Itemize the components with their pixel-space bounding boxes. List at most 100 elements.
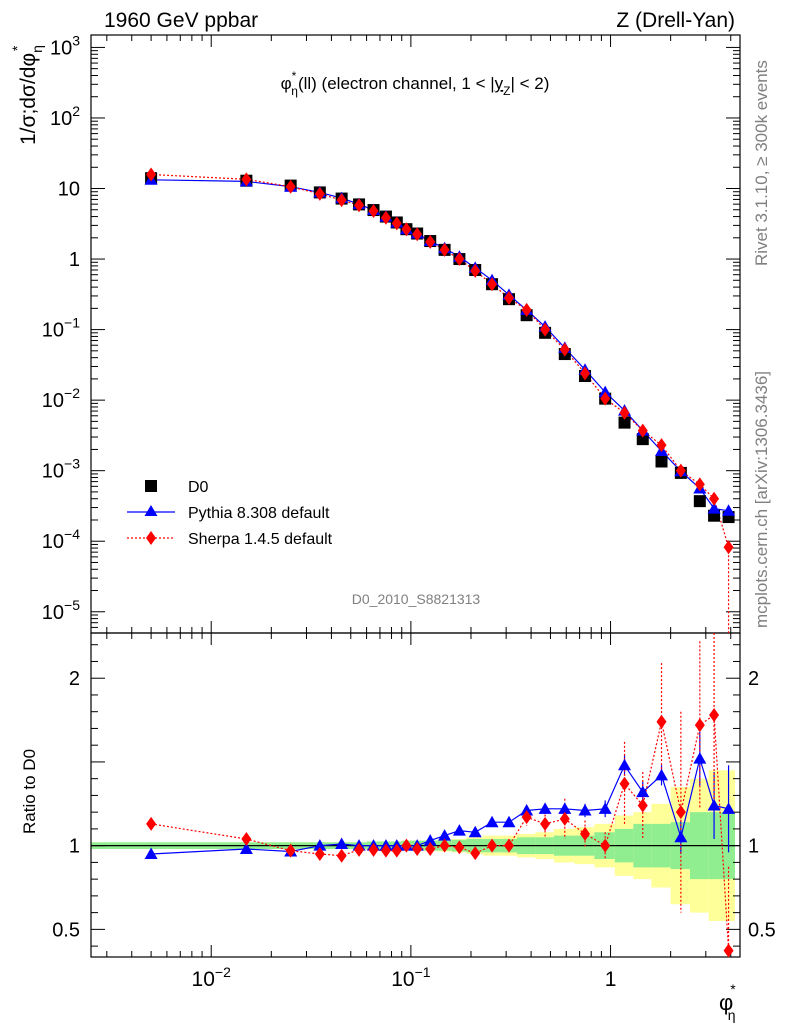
ratio-y-tick-label-left: 0.5 [52, 919, 80, 941]
main-ylabel: 1/σ;dσ/dφη * [9, 45, 45, 145]
legend: D0 Pythia 8.308 default Sherpa 1.4.5 def… [127, 479, 333, 548]
sherpa-point [559, 342, 570, 357]
legend-label-d0: D0 [188, 479, 209, 496]
sherpa-point [656, 438, 667, 453]
pythia-ratio-point [558, 802, 572, 814]
pythia-point [598, 385, 612, 398]
main-ylabel-sup: * [9, 45, 25, 51]
ratio-ylabel: Ratio to D0 [20, 749, 39, 834]
sherpa-ratio-point [439, 838, 450, 853]
pythia-ratio-point [655, 768, 669, 781]
pythia-ratio-point [313, 839, 327, 851]
sherpa-ratio-point [559, 811, 570, 826]
legend-marker-pythia [144, 505, 158, 516]
header-right: Z (Drell-Yan) [616, 9, 735, 32]
x-axis-label-sub: η [728, 1007, 736, 1023]
sherpa-point [146, 167, 157, 182]
sherpa-point [637, 423, 648, 438]
d0-point [693, 495, 706, 508]
header-left: 1960 GeV ppbar [104, 9, 258, 32]
pythia-ratio-point [438, 829, 452, 841]
sherpa-ratio-point [487, 838, 498, 853]
sherpa-ratio-point [412, 842, 423, 856]
sherpa-ratio-point [503, 838, 514, 853]
y-tick-label: 10−2 [42, 385, 80, 412]
pythia-ratio-point [239, 842, 253, 854]
d0-point [636, 433, 649, 446]
sherpa-point [454, 252, 465, 267]
y-tick-label: 10−4 [42, 526, 80, 553]
sherpa-ratio-point [521, 810, 532, 825]
sherpa-point [619, 405, 630, 420]
sherpa-ratio-point [454, 840, 465, 855]
pythia-ratio-point [452, 824, 466, 836]
watermark: D0_2010_S8821313 [352, 591, 481, 607]
x-tick-label: 10−2 [192, 964, 232, 991]
sherpa-ratio-point [619, 776, 630, 791]
legend-label-pythia: Pythia 8.308 default [188, 505, 330, 522]
sherpa-point [487, 277, 498, 292]
sherpa-point [470, 263, 481, 278]
sherpa-point [285, 179, 296, 194]
legend-marker-sherpa [146, 531, 156, 545]
sherpa-ratio-point [425, 842, 436, 856]
sherpa-ratio-point [336, 848, 347, 863]
sherpa-ratio-point [146, 816, 157, 831]
pythia-ratio-point [335, 837, 349, 849]
pythia-ratio-point [468, 825, 482, 838]
sherpa-point [521, 302, 532, 317]
sherpa-point [380, 210, 391, 225]
plot-title: φ* η(ll) (electron channel, 1 < |yZ| < 2) [281, 69, 550, 98]
d0-point [708, 509, 721, 522]
y-tick-label: 10−3 [42, 456, 80, 483]
x-axis-label-phi: φ [719, 990, 733, 1015]
sherpa-point [709, 491, 720, 506]
y-tick-label: 10 [58, 179, 80, 201]
pythia-point [707, 502, 721, 514]
sherpa-ratio-point [314, 847, 325, 862]
sherpa-point [391, 216, 402, 231]
ratio-y-tick-label-left: 2 [69, 668, 80, 690]
sherpa-ratio-point [709, 708, 720, 723]
d0-point [655, 455, 668, 468]
plot-title-paren: (ll) (electron channel, 1 < | [298, 74, 495, 93]
d0-point [618, 416, 631, 429]
rivet-label: Rivet 3.1.10, ≥ 300k events [752, 60, 771, 266]
sherpa-ratio-point [675, 805, 686, 820]
sherpa-point [368, 203, 379, 218]
plot-title-y: y [495, 74, 504, 93]
sherpa-ratio-point [637, 798, 648, 813]
x-tick-label: 1 [605, 968, 617, 991]
sherpa-point [314, 186, 325, 201]
pythia-point [722, 504, 736, 516]
pythia-ratio-point [578, 803, 592, 816]
sherpa-point [401, 222, 412, 237]
sherpa-ratio-point [285, 843, 296, 858]
pythia-ratio-point [722, 802, 736, 814]
sherpa-point [580, 366, 591, 381]
sherpa-ratio-line [151, 713, 730, 951]
plot-title-phi: φ [281, 74, 292, 93]
pythia-ratio-point [485, 815, 499, 828]
sherpa-ratio-point [600, 838, 611, 853]
y-tick-label: 1 [69, 249, 80, 271]
sherpa-point [439, 242, 450, 257]
axes-layer: 10−2 10−1 1 10−5 10−4 10−3 10−2 10−1 1 10 102 103 0.… [42, 32, 776, 991]
sherpa-ratio-point [656, 714, 667, 729]
pythia-ratio-point [707, 798, 721, 811]
sherpa-point [412, 227, 423, 242]
sherpa-point [503, 291, 514, 306]
sherpa-ratio-point [723, 943, 734, 958]
ratio-y-tick-label-right: 0.5 [748, 919, 776, 941]
sherpa-point [540, 322, 551, 337]
plot-title-sub: η [291, 84, 298, 98]
pythia-ratio-point [520, 803, 534, 816]
sherpa-point [241, 172, 252, 187]
sherpa-ratio-point [380, 843, 391, 858]
ratio-y-tick-label-left: 1 [69, 836, 80, 858]
sherpa-point [675, 463, 686, 478]
legend-label-sherpa: Sherpa 1.4.5 default [188, 531, 333, 548]
y-tick-label: 103 [50, 32, 80, 59]
x-axis-label-sup: * [730, 981, 736, 997]
